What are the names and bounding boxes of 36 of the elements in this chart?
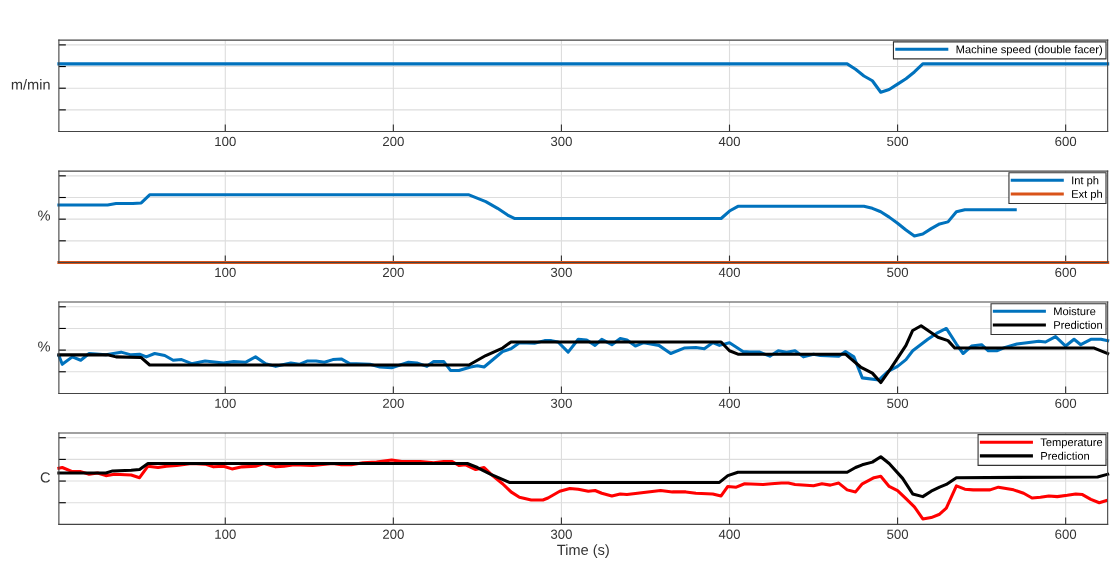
x-tick-label: 500	[887, 136, 909, 147]
legend-label: Prediction	[1041, 451, 1089, 460]
x-tick-label: 600	[1055, 267, 1077, 278]
legend-label: Moisture	[1054, 307, 1096, 316]
x-tick-label: 300	[550, 398, 572, 408]
legend-label: Temperature	[1040, 438, 1103, 449]
x-tick-label: 200	[383, 267, 404, 278]
y-axis-title: C	[40, 472, 50, 483]
legend-label: Machine speed (double facer)	[956, 45, 1102, 56]
x-tick-label: 200	[383, 529, 404, 539]
x-tick-label: 400	[718, 267, 740, 278]
x-tick-label: 300	[550, 529, 572, 539]
x-tick-label: 300	[550, 267, 572, 278]
y-axis-title: %	[38, 341, 51, 352]
x-tick-label: 500	[887, 267, 909, 278]
y-axis-title: %	[38, 210, 51, 221]
y-axis-title: m/min	[11, 79, 50, 90]
x-tick-label: 100	[215, 136, 236, 147]
x-tick-label: 300	[550, 136, 572, 147]
x-tick-label: 500	[887, 529, 909, 539]
x-tick-label: 200	[383, 398, 404, 408]
x-axis-title: Time (s)	[557, 544, 609, 558]
x-tick-label: 600	[1055, 529, 1077, 539]
x-tick-label: 400	[718, 136, 740, 147]
legend-label: Prediction	[1054, 320, 1102, 329]
x-tick-label: 600	[1055, 398, 1077, 408]
x-tick-label: 400	[718, 529, 740, 539]
x-tick-label: 500	[887, 398, 909, 408]
x-tick-label: 100	[215, 529, 236, 539]
x-tick-label: 400	[718, 398, 740, 408]
x-tick-label: 100	[215, 398, 236, 408]
x-tick-label: 600	[1055, 136, 1077, 147]
x-tick-label: 200	[383, 136, 404, 147]
legend-label: Ext ph	[1072, 189, 1102, 201]
x-tick-label: 100	[215, 267, 236, 278]
legend-label: Int ph	[1072, 176, 1099, 187]
